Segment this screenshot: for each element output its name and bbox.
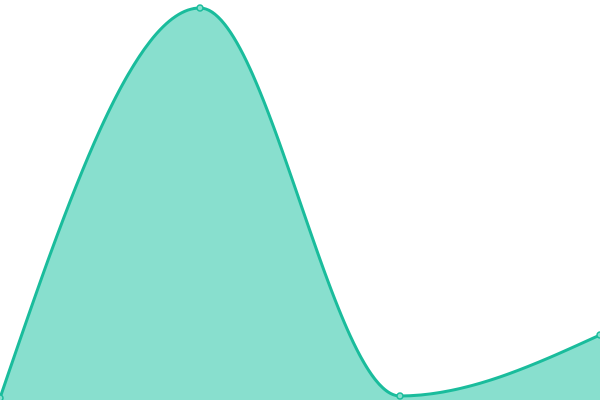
data-point [0,394,4,400]
data-points [0,4,600,400]
series-line [0,6,600,399]
data-point [196,4,204,12]
data-point [596,331,600,339]
data-point [396,392,404,400]
